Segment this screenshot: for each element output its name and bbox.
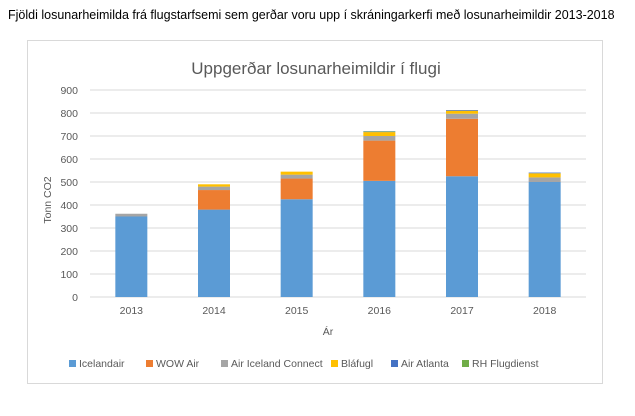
y-axis-label: Tonn CO2 — [42, 176, 54, 223]
bar-segment-icelandair-2018 — [528, 182, 561, 297]
y-tick-labels: 0 100 200 300 400 500 600 700 800 900 — [60, 85, 78, 304]
legend-label: Icelandair — [79, 358, 125, 370]
legend-swatch — [221, 360, 228, 367]
legend-item: WOW Air — [146, 358, 200, 370]
legend-swatch — [331, 360, 338, 367]
legend-swatch — [462, 360, 469, 367]
legend-swatch — [146, 360, 153, 367]
bar-segment-icelandair-2013 — [115, 216, 148, 297]
bar-segment-wow-air-2017 — [446, 118, 478, 177]
y-tick-label: 300 — [60, 223, 78, 235]
legend: Icelandair WOW Air Air Iceland Connect Bláf… — [69, 358, 539, 370]
legend-item: Icelandair — [69, 358, 125, 370]
bar-segment-bl-fugl-2014 — [198, 184, 230, 187]
y-tick-label: 700 — [60, 131, 78, 143]
bar-segment-air-iceland-connect-2015 — [280, 174, 313, 179]
bar-segment-bl-fugl-2017 — [446, 110, 478, 114]
y-tick-label: 0 — [72, 292, 78, 304]
bar-segment-icelandair-2017 — [446, 176, 478, 297]
bars — [115, 110, 561, 297]
legend-label: WOW Air — [156, 358, 200, 370]
legend-label: Bláfugl — [341, 358, 373, 370]
legend-label: RH Flugdienst — [472, 358, 539, 370]
bar-segment-bl-fugl-2016 — [363, 132, 396, 136]
x-tick-labels: 2013 2014 2015 2016 2017 2018 — [120, 305, 557, 317]
bar-segment-wow-air-2015 — [280, 178, 313, 200]
legend-item: RH Flugdienst — [462, 358, 539, 370]
y-tick-label: 100 — [60, 269, 78, 281]
legend-swatch — [69, 360, 76, 367]
bar-segment-air-iceland-connect-2014 — [198, 186, 230, 191]
bar-segment-air-iceland-connect-2017 — [446, 113, 478, 119]
legend-swatch — [391, 360, 398, 367]
page-title: Fjöldi losunarheimilda frá flugstarfsemi… — [8, 8, 615, 22]
legend-item: Air Atlanta — [391, 358, 449, 370]
bar-segment-icelandair-2015 — [280, 199, 313, 297]
y-tick-label: 600 — [60, 154, 78, 166]
bar-segment-air-iceland-connect-2016 — [363, 136, 396, 141]
legend-item: Air Iceland Connect — [221, 358, 323, 370]
x-tick-label: 2016 — [368, 305, 392, 317]
x-tick-label: 2014 — [202, 305, 226, 317]
y-tick-label: 800 — [60, 108, 78, 120]
bar-segment-bl-fugl-2018 — [528, 173, 561, 178]
bar-segment-air-iceland-connect-2013 — [115, 213, 148, 217]
bar-segment-wow-air-2014 — [198, 190, 230, 210]
chart-title: Uppgerðar losunarheimildir í flugi — [191, 59, 440, 78]
legend-label: Air Iceland Connect — [231, 358, 323, 370]
bar-segment-wow-air-2016 — [363, 140, 396, 181]
y-tick-label: 500 — [60, 177, 78, 189]
bar-segment-bl-fugl-2015 — [280, 171, 313, 175]
x-tick-label: 2017 — [450, 305, 474, 317]
x-tick-label: 2015 — [285, 305, 309, 317]
chart-frame: Uppgerðar losunarheimildir í flugi 0 100 2… — [27, 40, 603, 384]
stacked-bar-chart: Uppgerðar losunarheimildir í flugi 0 100 2… — [42, 59, 586, 370]
x-tick-label: 2018 — [533, 305, 557, 317]
x-axis-label: Ár — [323, 325, 334, 338]
bar-segment-icelandair-2016 — [363, 180, 396, 297]
y-tick-label: 900 — [60, 85, 78, 97]
bar-segment-air-atlanta-2018 — [528, 172, 561, 174]
x-tick-label: 2013 — [120, 305, 144, 317]
bar-segment-air-iceland-connect-2018 — [528, 177, 561, 182]
legend-item: Bláfugl — [331, 358, 373, 370]
legend-label: Air Atlanta — [401, 358, 449, 370]
bar-segment-icelandair-2014 — [198, 209, 230, 297]
grid-lines — [90, 89, 586, 298]
bar-segment-air-atlanta-2017 — [446, 110, 478, 111]
y-tick-label: 400 — [60, 200, 78, 212]
y-tick-label: 200 — [60, 246, 78, 258]
